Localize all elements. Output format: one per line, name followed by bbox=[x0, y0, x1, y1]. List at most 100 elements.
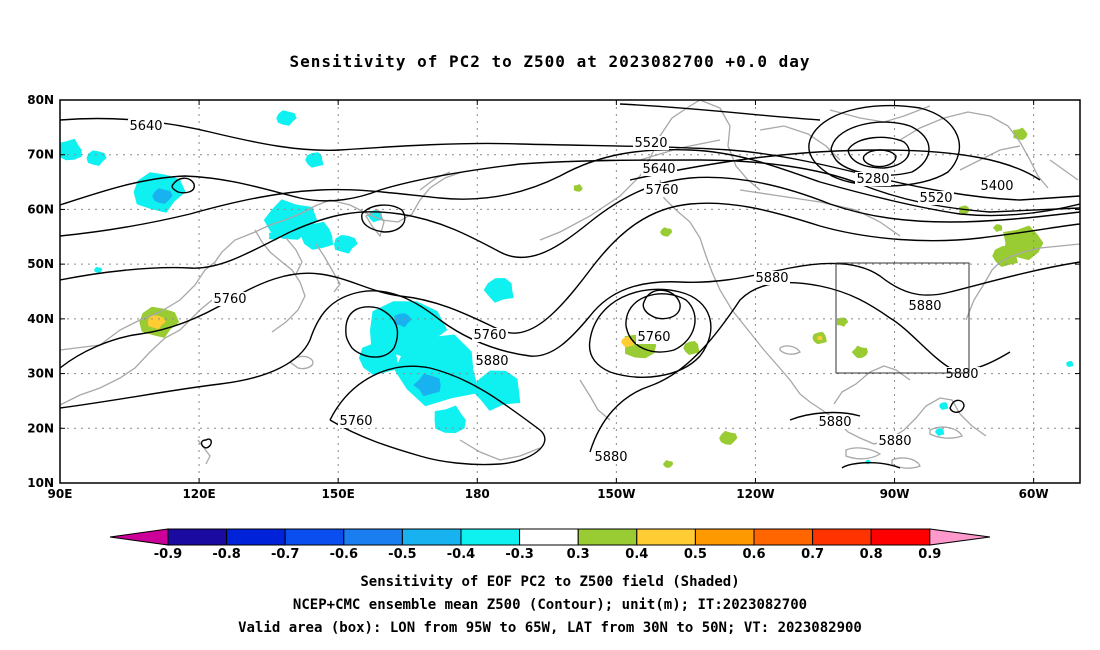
colorbar-label: -0.3 bbox=[505, 547, 533, 562]
shaded-cell bbox=[1013, 127, 1028, 141]
contour-line bbox=[847, 136, 910, 169]
contour-label: 5760 bbox=[339, 414, 372, 429]
colorbar-label: -0.5 bbox=[388, 547, 416, 562]
contour-line bbox=[60, 176, 1080, 281]
contour-line bbox=[789, 411, 861, 421]
contour-line bbox=[60, 148, 1080, 237]
colorbar-swatch bbox=[753, 528, 814, 546]
contour-label: 5880 bbox=[908, 299, 941, 314]
contour-line bbox=[329, 365, 546, 466]
colorbar-swatch bbox=[284, 528, 345, 546]
shaded-cell bbox=[836, 317, 849, 327]
shaded-cell bbox=[358, 340, 399, 375]
colorbar-swatch bbox=[401, 528, 462, 546]
shaded-cell bbox=[992, 224, 1003, 232]
footer-line-1: Sensitivity of EOF PC2 to Z500 field (Sh… bbox=[360, 574, 740, 590]
colorbar-label: -0.4 bbox=[447, 547, 475, 562]
colorbar-label: -0.9 bbox=[154, 547, 182, 562]
colorbar-swatch bbox=[577, 528, 638, 546]
footer-line-2: NCEP+CMC ensemble mean Z500 (Contour); u… bbox=[292, 597, 808, 613]
colorbar-label: 0.3 bbox=[567, 547, 590, 562]
colorbar-swatch bbox=[167, 528, 228, 546]
contour-label: 5880 bbox=[818, 415, 851, 430]
colorbar-swatch bbox=[812, 528, 872, 546]
shaded-cell bbox=[851, 345, 868, 359]
map-frame bbox=[59, 99, 1081, 484]
shaded-cell bbox=[86, 150, 107, 166]
colorbar-label: 0.4 bbox=[625, 547, 648, 562]
contour-labels: 5640 5520 5640 5760 5280 5400 5520 5760 5760 5880… bbox=[128, 119, 1015, 465]
contour-label: 5880 bbox=[594, 450, 627, 465]
contour-label: 5400 bbox=[980, 179, 1013, 194]
map-panel: 5640 5520 5640 5760 5280 5400 5520 5760 5760 5880… bbox=[27, 93, 1081, 501]
contour-line bbox=[841, 462, 901, 469]
contour-label: 5760 bbox=[473, 328, 506, 343]
colorbar-swatch bbox=[694, 528, 755, 546]
lon-tick-label: 90E bbox=[48, 487, 73, 501]
shaded-cell bbox=[660, 227, 673, 237]
contour-line bbox=[619, 103, 821, 121]
contour-label: 5520 bbox=[634, 136, 667, 151]
shaded-cell bbox=[434, 405, 466, 434]
shaded-cell bbox=[483, 278, 514, 303]
shaded-cell bbox=[413, 373, 441, 397]
colorbar-min-arrow bbox=[109, 528, 169, 546]
footer-line-3: Valid area (box): LON from 95W to 65W, L… bbox=[238, 620, 862, 636]
lon-tick-label: 120E bbox=[182, 487, 215, 501]
shaded-cell bbox=[934, 428, 945, 436]
lon-tick-label: 120W bbox=[736, 487, 774, 501]
title: Sensitivity of PC2 to Z500 at 2023082700… bbox=[289, 52, 811, 71]
contour-label: 5640 bbox=[642, 162, 675, 177]
colorbar-swatch bbox=[636, 528, 696, 546]
shaded-cell bbox=[719, 430, 738, 445]
shaded-cell bbox=[683, 341, 700, 355]
colorbar-swatch bbox=[226, 528, 286, 546]
shaded-cell bbox=[305, 152, 324, 168]
lat-tick-label: 40N bbox=[27, 312, 54, 326]
colorbar-label: 0.5 bbox=[684, 547, 707, 562]
contour-line bbox=[200, 438, 212, 449]
shaded-cell bbox=[939, 402, 949, 410]
contour-label: 5880 bbox=[475, 354, 508, 369]
contour-label: 5760 bbox=[637, 330, 670, 345]
colorbar-max-arrow bbox=[929, 528, 991, 546]
shaded-cell bbox=[471, 370, 521, 411]
lat-tick-label: 80N bbox=[27, 93, 54, 107]
contour-label: 5880 bbox=[755, 271, 788, 286]
colorbar: -0.9 -0.8 -0.7 -0.6 -0.5 -0.4 -0.3 0.3 0.4 0.5 0.6… bbox=[109, 528, 991, 562]
contour-label: 5280 bbox=[856, 172, 889, 187]
contour-line bbox=[361, 204, 406, 233]
lat-tick-label: 70N bbox=[27, 148, 54, 162]
contour-line bbox=[862, 149, 897, 168]
colorbar-label: 0.9 bbox=[918, 547, 941, 562]
colorbar-label: 0.8 bbox=[860, 547, 883, 562]
shaded-cell bbox=[864, 459, 871, 465]
shaded-cell bbox=[334, 235, 358, 254]
contour-line bbox=[642, 289, 681, 320]
contour-line bbox=[345, 306, 399, 358]
contour-line bbox=[171, 177, 195, 194]
lat-tick-label: 60N bbox=[27, 202, 54, 216]
lat-tick-label: 20N bbox=[27, 421, 54, 435]
lon-tick-label: 150E bbox=[322, 487, 355, 501]
lon-tick-label: 150W bbox=[597, 487, 635, 501]
shaded-cell bbox=[1066, 360, 1074, 368]
lat-tick-label: 50N bbox=[27, 257, 54, 271]
gridlines bbox=[60, 100, 1080, 483]
contour-label: 5640 bbox=[129, 119, 162, 134]
z500-contours bbox=[60, 103, 1080, 469]
lon-tick-label: 60W bbox=[1019, 487, 1049, 501]
shaded-cell bbox=[152, 188, 173, 204]
shaded-cell bbox=[662, 460, 674, 468]
lon-tick-label: 180 bbox=[465, 487, 490, 501]
colorbar-swatch bbox=[519, 528, 579, 546]
contour-line bbox=[60, 202, 1080, 369]
contour-line bbox=[588, 288, 712, 378]
colorbar-label: -0.8 bbox=[212, 547, 240, 562]
sensitivity-shading bbox=[60, 110, 1074, 468]
contour-label: 5760 bbox=[213, 292, 246, 307]
contour-line bbox=[949, 399, 965, 413]
contour-line bbox=[60, 261, 1080, 409]
colorbar-swatch bbox=[343, 528, 403, 546]
colorbar-label: 0.6 bbox=[742, 547, 765, 562]
